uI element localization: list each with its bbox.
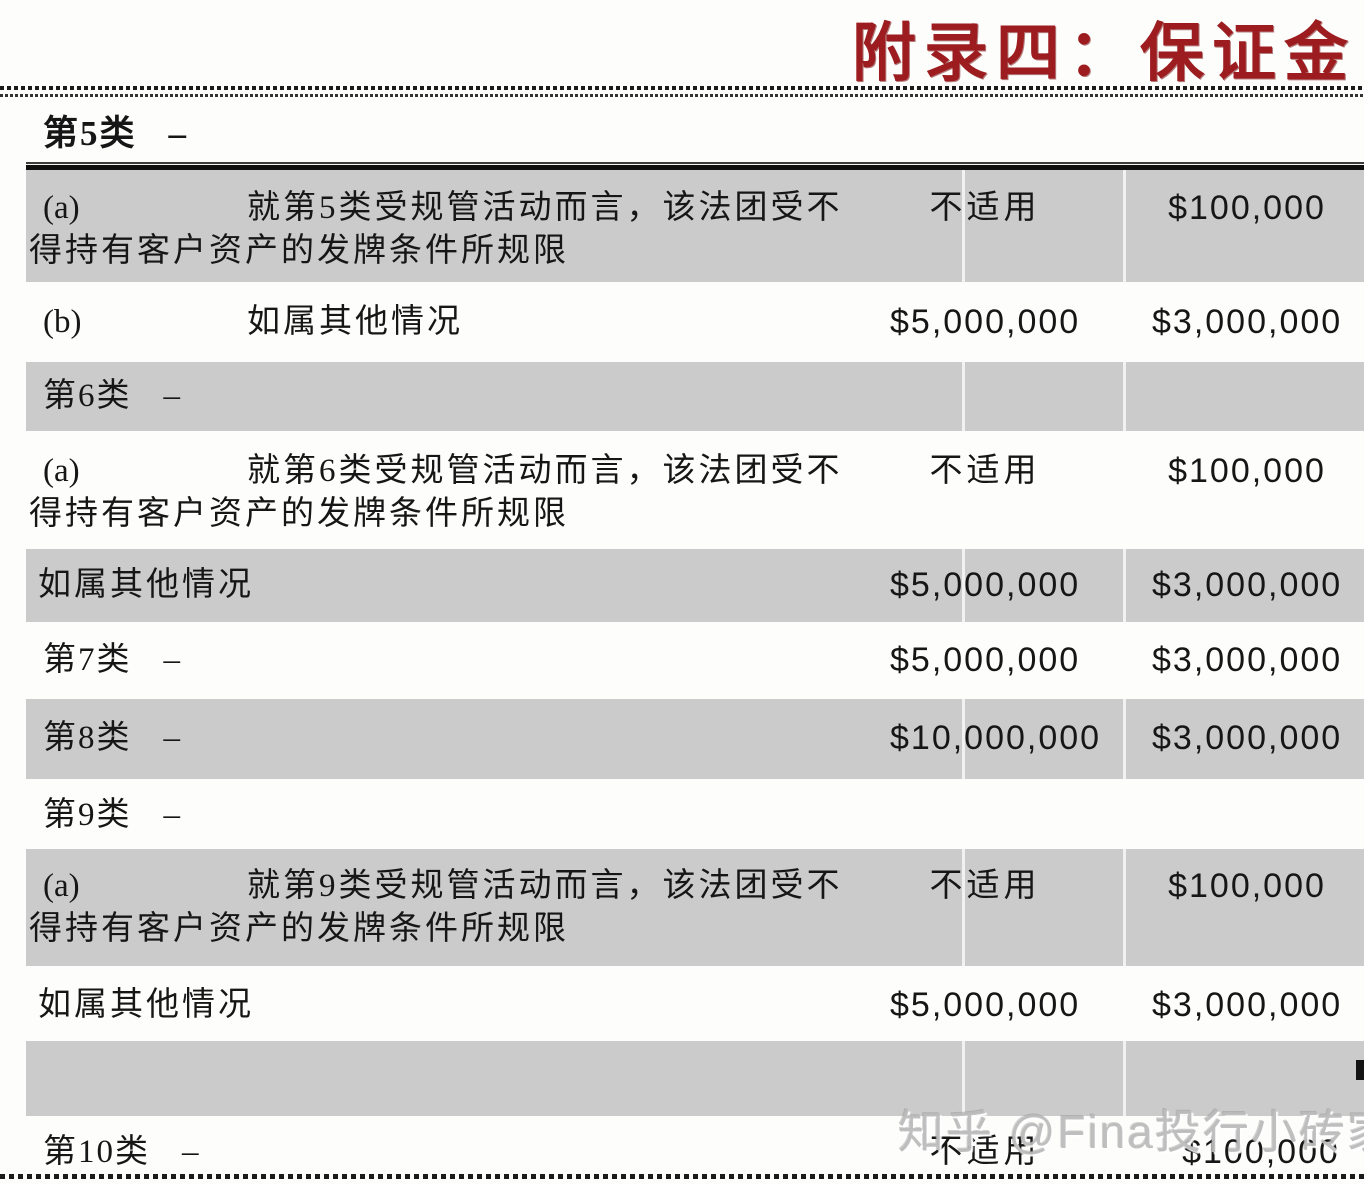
table-row-cat9-other: 如属其他情况 $5,000,000 $3,000,000	[26, 966, 1364, 1041]
table-top-border	[26, 162, 1364, 170]
description-cell: 第6类 –	[26, 376, 890, 416]
category-label: 第9类	[43, 797, 132, 833]
column-separator	[962, 699, 965, 779]
column-separator	[962, 849, 965, 966]
category-dash: –	[163, 797, 182, 833]
liquid-amount-cell: $100,000	[1182, 1133, 1340, 1171]
description-line-2: 得持有客户资产的发牌条件所规限	[29, 496, 569, 532]
description-cell: 第7类 –	[26, 640, 890, 680]
paid-up-amount-cell: $5,000,000	[890, 986, 1081, 1024]
table-row-cat5-b: (b) 如属其他情况 $5,000,000 $3,000,000	[26, 282, 1364, 362]
description-cell: 第8类 –	[26, 718, 890, 758]
category-label-line: 第5类 –	[26, 114, 890, 154]
liquid-amount-cell: $3,000,000	[1152, 303, 1343, 341]
column-separator	[1123, 849, 1126, 966]
top-dotted-rule-secondary	[0, 94, 1364, 97]
description-line-2: 得持有客户资产的发牌条件所规限	[29, 233, 569, 269]
liquid-amount-cell: $100,000	[1168, 867, 1326, 905]
table-row-cat9-header: 第9类 –	[26, 779, 1364, 849]
category-label: 第5类	[43, 114, 137, 153]
paid-up-amount-cell: $5,000,000	[890, 303, 1081, 341]
table-row-cat6-other: 如属其他情况 $5,000,000 $3,000,000	[26, 549, 1364, 622]
description-cell: 如属其他情况	[26, 985, 890, 1025]
description-cell: (a) 就第5类受规管活动而言，该法团受不得持有客户资产的发牌条件所规限	[26, 188, 890, 271]
category-label-line: 第6类 –	[26, 376, 890, 416]
column-separator	[1123, 362, 1126, 431]
category-label: 第6类	[43, 378, 132, 414]
liquid-amount-cell: $3,000,000	[1152, 719, 1343, 757]
description-line-1: 就第5类受规管活动而言，该法团受不	[247, 190, 843, 226]
column-separator	[1123, 699, 1126, 779]
paid-up-amount-cell: 不适用	[929, 1134, 1041, 1170]
item-marker: (a)	[43, 190, 80, 226]
description-cell: (b) 如属其他情况	[26, 302, 890, 342]
description-line-1: 如属其他情况	[247, 304, 463, 340]
description-cell: 第9类 –	[26, 795, 890, 835]
table-row-cat5-header: 第5类 –	[26, 100, 1364, 162]
category-dash: –	[163, 720, 182, 756]
table-row-cat5-a: (a) 就第5类受规管活动而言，该法团受不得持有客户资产的发牌条件所规限 不适用 $1…	[26, 170, 1364, 282]
description-cell: 如属其他情况	[26, 565, 890, 605]
description-line-1: 如属其他情况	[38, 987, 254, 1023]
column-separator	[962, 170, 965, 282]
liquid-amount-cell: $100,000	[1168, 452, 1326, 490]
item-marker: (a)	[43, 868, 80, 904]
table-row-cat10: 第10类 – 不适用 $100,000	[26, 1116, 1364, 1174]
liquid-amount-cell: $3,000,000	[1152, 986, 1343, 1024]
column-separator	[1123, 549, 1126, 622]
category-label-line: 第8类 –	[26, 718, 890, 758]
liquid-amount-cell: $3,000,000	[1152, 641, 1343, 679]
appendix-title: 附录四：保证金	[852, 18, 1356, 89]
table-row-cat9-a: (a) 就第9类受规管活动而言，该法团受不得持有客户资产的发牌条件所规限 不适用 $1…	[26, 849, 1364, 966]
table-row-spacer-row	[26, 1041, 1364, 1116]
table-row-cat6-a: (a) 就第6类受规管活动而言，该法团受不得持有客户资产的发牌条件所规限 不适用 $1…	[26, 431, 1364, 549]
column-separator	[1123, 1041, 1126, 1116]
liquid-amount-cell: $3,000,000	[1152, 566, 1343, 604]
description-line-1: 就第6类受规管活动而言，该法团受不	[247, 453, 843, 489]
category-label-line: 第9类 –	[26, 795, 890, 835]
right-edge-mark	[1356, 1060, 1364, 1080]
category-label: 第7类	[43, 642, 132, 678]
item-marker: (a)	[43, 453, 80, 489]
description-line-1: 如属其他情况	[38, 567, 254, 603]
table-row-cat7: 第7类 – $5,000,000 $3,000,000	[26, 622, 1364, 699]
category-label: 第10类	[43, 1134, 150, 1170]
paid-up-amount-cell: $5,000,000	[890, 641, 1081, 679]
description-line-1: 就第9类受规管活动而言，该法团受不	[247, 868, 843, 904]
top-dotted-rule	[0, 86, 1364, 90]
margin-requirements-table: 第5类 – (a) 就第5类受规管活动而言，该法团受不 得持有客户资产的发牌条件所规限不…	[0, 100, 1364, 1174]
bottom-dotted-rule	[0, 1174, 1364, 1179]
column-separator	[962, 1041, 965, 1116]
paid-up-amount-cell: $10,000,000	[890, 719, 1102, 757]
category-label: 第8类	[43, 720, 132, 756]
paid-up-amount-cell: $5,000,000	[890, 566, 1081, 604]
description-cell: 第10类 –	[26, 1132, 890, 1172]
table-row-cat6-header: 第6类 –	[26, 362, 1364, 431]
column-separator	[962, 362, 965, 431]
column-separator	[1123, 170, 1126, 282]
description-cell: (a) 就第9类受规管活动而言，该法团受不得持有客户资产的发牌条件所规限	[26, 866, 890, 949]
category-dash: –	[182, 1134, 201, 1170]
column-separator	[962, 549, 965, 622]
category-label-line: 第7类 –	[26, 640, 890, 680]
item-marker: (b)	[43, 304, 82, 340]
description-line-2: 得持有客户资产的发牌条件所规限	[29, 911, 569, 947]
table-row-cat8: 第8类 – $10,000,000 $3,000,000	[26, 699, 1364, 779]
liquid-amount-cell: $100,000	[1168, 189, 1326, 227]
description-cell: 第5类 –	[26, 114, 890, 154]
paid-up-amount-cell: 不适用	[929, 190, 1041, 226]
description-cell: (a) 就第6类受规管活动而言，该法团受不得持有客户资产的发牌条件所规限	[26, 451, 890, 534]
paid-up-amount-cell: 不适用	[929, 453, 1041, 489]
watermark-text: 知乎 @Fina投行小砖家	[898, 1106, 1364, 1158]
paid-up-amount-cell: 不适用	[929, 868, 1041, 904]
category-dash: –	[163, 378, 182, 414]
category-dash: –	[168, 114, 189, 153]
category-dash: –	[163, 642, 182, 678]
category-label-line: 第10类 –	[26, 1132, 890, 1172]
